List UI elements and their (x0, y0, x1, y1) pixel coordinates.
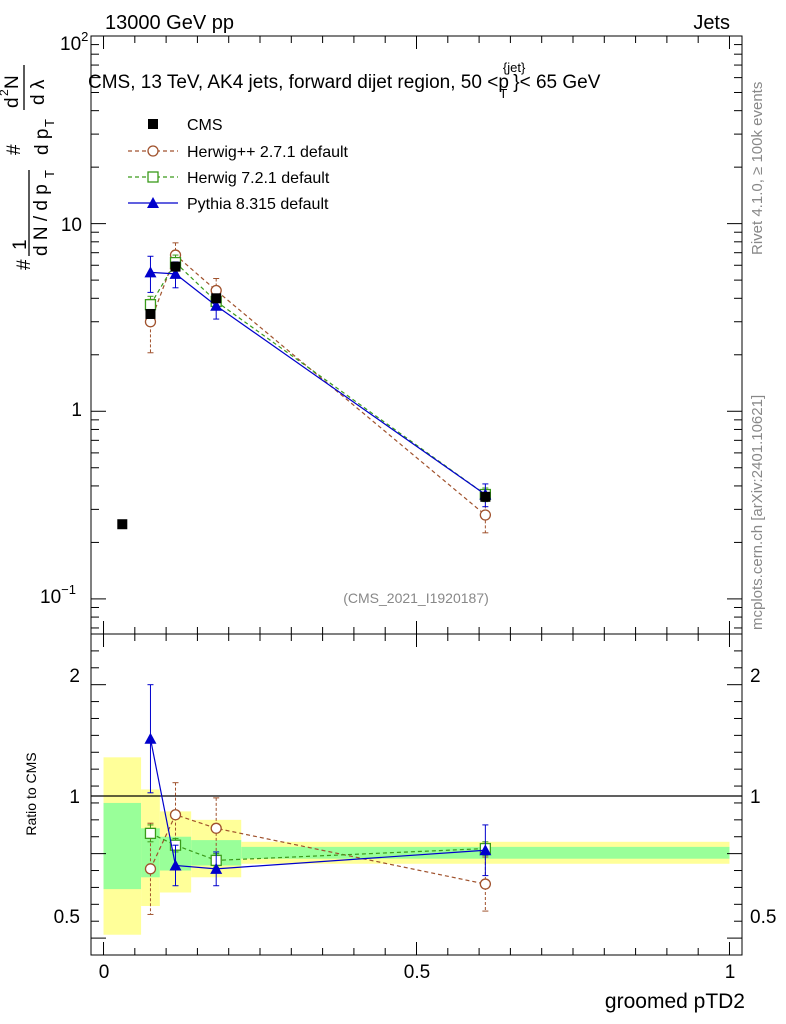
ratio-tick-label-1-right: 1 (750, 787, 761, 808)
ylabel-hash: # (14, 259, 35, 270)
legend-marker-pythia (147, 197, 159, 208)
ylabel-t2: T (42, 119, 57, 127)
point-pythia (144, 732, 157, 744)
legend-marker-herwig7 (147, 171, 159, 183)
point-cms (145, 308, 156, 319)
header-left: 13000 GeV pp (105, 12, 234, 34)
xtick-label-05: 0.5 (404, 962, 430, 983)
ytick-label-one: 1 (71, 400, 82, 421)
ytick-label-hundred: 102 (60, 29, 88, 55)
point-pythia (479, 844, 492, 856)
point-pythia (169, 267, 182, 279)
axis-ticks (91, 35, 742, 956)
ylabel-hash2: # (4, 144, 25, 155)
ratio-line-herwigpp (149, 814, 486, 885)
legend-label-herwig7: Herwig 7.2.1 default (187, 170, 330, 187)
ratio-line-herwig (150, 832, 486, 861)
legend-marker-cms (148, 119, 158, 129)
ytick-label-ten: 10 (61, 215, 82, 236)
point-herwig7 (144, 827, 157, 840)
point-herwigpp (210, 822, 222, 834)
point-pythia (210, 862, 223, 874)
ylabel-2: 2 (0, 89, 11, 96)
ytick-label-tenm1: 10−1 (40, 582, 76, 608)
ylabel-dn: d N / d p (31, 184, 52, 256)
point-cms (117, 519, 128, 530)
point-herwigpp (144, 863, 157, 875)
ratio-tick-label-2: 2 (69, 666, 80, 687)
legend-marker-herwigpp (147, 145, 159, 157)
ratio-series (144, 684, 492, 915)
band-green (103, 802, 142, 890)
ratio-tick-label-1: 1 (69, 787, 80, 808)
line-herwig (149, 261, 486, 496)
line-herwigpp (149, 254, 486, 516)
main-ytick-labels: 102 10 1 10−1 (40, 29, 88, 608)
point-herwig7 (144, 299, 157, 311)
ylabel-one: 1 (10, 239, 31, 250)
band-green (141, 828, 160, 878)
chart-title: CMS, 13 TeV, AK4 jets, forward dijet reg… (88, 60, 601, 101)
mcplots-label: mcplots.cern.ch [arXiv:2401.10621] (749, 395, 766, 630)
line-pythia (150, 271, 486, 496)
legend-label-cms: CMS (187, 117, 223, 134)
ylabel-dlambda: d λ (28, 79, 49, 105)
point-cms (480, 491, 491, 502)
xtick-label-0: 0 (99, 962, 110, 983)
point-herwigpp (479, 509, 492, 521)
ratio-ytick-labels: 2 1 0.5 2 1 0.5 (54, 666, 777, 928)
point-pythia (144, 266, 157, 278)
ylabel-t1: T (42, 170, 57, 178)
ratio-line-pythia (149, 738, 486, 870)
ratio-tick-label-2-right: 2 (750, 666, 761, 687)
ratio-ylabel: Ratio to CMS (23, 752, 39, 835)
point-cms (170, 261, 181, 272)
header-right: Jets (693, 12, 730, 34)
legend-label-herwigpp: Herwig++ 2.7.1 default (187, 144, 349, 161)
legend-label-pythia: Pythia 8.315 default (187, 196, 329, 213)
point-pythia (169, 859, 182, 871)
analysis-tag: (CMS_2021_I1920187) (343, 590, 489, 606)
point-herwigpp (479, 878, 492, 890)
ratio-tick-label-05-right: 0.5 (750, 907, 776, 928)
ratio-frame (90, 633, 743, 956)
point-herwigpp (169, 809, 182, 821)
point-pythia (210, 299, 223, 311)
ylabel-d: d (2, 97, 23, 108)
uncertainty-bands (103, 757, 730, 935)
ylabel-dp: d p (32, 129, 53, 155)
xtick-labels: 0 0.5 1 (99, 962, 736, 983)
rivet-label: Rivet 4.1.0, ≥ 100k events (749, 82, 766, 255)
x-axis-label: groomed pTD2 (605, 990, 745, 1013)
main-ylabel: # 1 d N / d p T # d p T d N 2 d λ (0, 65, 57, 270)
ratio-tick-label-05: 0.5 (54, 907, 80, 928)
main-series (117, 242, 492, 534)
legend: CMS Herwig++ 2.7.1 default Herwig 7.2.1 … (128, 117, 349, 213)
ylabel-n: N (2, 75, 23, 89)
xtick-label-1: 1 (725, 962, 736, 983)
point-cms (211, 293, 222, 304)
